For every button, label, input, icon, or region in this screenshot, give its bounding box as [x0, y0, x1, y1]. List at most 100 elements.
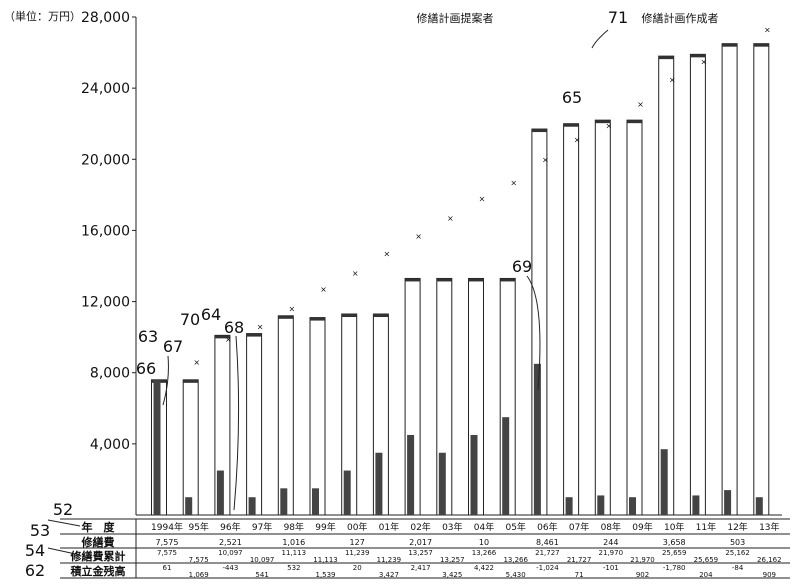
- table-year-cell: 02年: [410, 521, 430, 533]
- bar-repair: [692, 495, 700, 515]
- y-tick-label: 12,000: [81, 295, 130, 311]
- table-cumulative-cell: 21,970: [630, 556, 655, 564]
- bar-top-cap: [627, 120, 642, 124]
- cumulative-marker: ×: [605, 121, 612, 130]
- table-balance-cell: 1,069: [189, 571, 209, 579]
- bar-top-cap: [563, 123, 579, 127]
- table-balance-cell: 3,425: [442, 571, 462, 579]
- table-year-cell: 03年: [442, 521, 462, 533]
- table-balance-cell: -101: [603, 564, 619, 572]
- table-balance-cell: -1,024: [536, 564, 559, 572]
- table-repair-cost-cell: 1,016: [282, 538, 305, 547]
- y-tick-label: 16,000: [81, 223, 130, 239]
- table-repair-cost-cell: 503: [730, 538, 745, 547]
- bar-repair: [216, 470, 224, 515]
- bar-repair: [312, 488, 319, 515]
- table-cumulative-cell: 25,659: [662, 549, 687, 557]
- table-year-cell: 04年: [474, 521, 494, 533]
- table-balance-cell: 20: [353, 564, 362, 572]
- table-cumulative-cell: 13,266: [472, 549, 497, 557]
- bar-top-cap: [753, 43, 769, 47]
- bar-top-cap: [246, 333, 262, 337]
- table-cumulative-cell: 7,575: [189, 556, 209, 564]
- table-cumulative-cell: 26,162: [757, 556, 782, 564]
- cumulative-marker: ×: [288, 305, 295, 314]
- leader-54: [47, 547, 81, 556]
- cumulative-marker: ×: [542, 155, 549, 164]
- bar-top-cap: [595, 120, 611, 124]
- table-cumulative-cell: 11,239: [377, 556, 402, 564]
- cumulative-marker: ×: [384, 250, 391, 259]
- table-cumulative-cell: 11,239: [345, 549, 370, 557]
- table-balance-cell: -84: [732, 564, 744, 572]
- callout-53: 53: [30, 521, 50, 540]
- leader-68: [233, 335, 240, 511]
- bar-total: [689, 53, 706, 516]
- bar-repair: [470, 434, 478, 515]
- table-year-cell: 08年: [601, 521, 621, 533]
- y-tick-label: 4,000: [90, 437, 130, 453]
- table-row-label: 年 度: [82, 520, 116, 534]
- table-year-cell: 1994年: [151, 521, 183, 533]
- bar-repair: [724, 490, 732, 515]
- callout-63: 63: [138, 327, 158, 346]
- table-repair-cost-cell: 2,521: [219, 538, 242, 547]
- bar-total: [309, 317, 326, 516]
- cumulative-marker: ×: [320, 285, 327, 294]
- bar-top-cap: [214, 335, 230, 339]
- table-balance-cell: 909: [763, 571, 776, 579]
- table-balance-cell: 532: [287, 564, 300, 572]
- table-cumulative-cell: 21,727: [535, 549, 560, 557]
- table-cumulative-cell: 13,266: [503, 556, 528, 564]
- table-cumulative-cell: 11,113: [282, 549, 307, 557]
- table-row-label: 修繕費: [81, 535, 115, 549]
- table-repair-cost-cell: 8,461: [536, 538, 559, 547]
- table-repair-cost-cell: 2,017: [409, 538, 432, 547]
- bar-repair: [502, 417, 510, 515]
- callout-70: 70: [180, 310, 200, 329]
- y-tick-label: 8,000: [90, 366, 130, 382]
- bar-top-cap: [405, 278, 421, 282]
- table-year-cell: 07年: [569, 521, 589, 533]
- y-tick-label: 28,000: [81, 10, 130, 26]
- bar-repair: [407, 434, 415, 515]
- bar-top-cap: [690, 54, 706, 58]
- bar-total: [277, 315, 294, 516]
- bar-top-cap: [341, 314, 357, 318]
- cumulative-marker: ×: [669, 75, 676, 84]
- table-balance-cell: 71: [575, 571, 584, 579]
- table-balance-cell: 1,539: [315, 571, 335, 579]
- callout-69: 69: [512, 257, 532, 276]
- callout-65: 65: [562, 88, 582, 107]
- bar-top-cap: [468, 278, 484, 282]
- table-cumulative-cell: 13,257: [408, 549, 433, 557]
- table-balance-cell: 204: [699, 571, 713, 579]
- table-cumulative-cell: 7,575: [157, 549, 177, 557]
- table-cumulative-cell: 21,970: [599, 549, 624, 557]
- table-cumulative-cell: 11,113: [313, 556, 338, 564]
- bar-repair: [629, 497, 636, 515]
- bar-total: [182, 379, 199, 516]
- bar-repair: [597, 495, 605, 515]
- table-balance-cell: 4,422: [474, 564, 494, 572]
- callout-64: 64: [201, 305, 221, 324]
- unit-label: （単位：万円）: [4, 10, 81, 23]
- y-tick-label: 20,000: [81, 152, 130, 168]
- table-cumulative-cell: 10,097: [218, 549, 243, 557]
- bar-total: [563, 123, 580, 516]
- table-repair-cost-cell: 7,575: [156, 538, 179, 547]
- table-cumulative-cell: 10,097: [250, 556, 275, 564]
- table-year-cell: 13年: [759, 521, 779, 533]
- bar-repair: [185, 497, 193, 515]
- table-year-cell: 99年: [315, 521, 335, 533]
- table-year-cell: 05年: [505, 521, 525, 533]
- bar-top-cap: [183, 379, 199, 383]
- table-cumulative-cell: 25,659: [694, 556, 719, 564]
- bar-total: [594, 119, 611, 516]
- y-tick-label: 24,000: [81, 81, 130, 97]
- table-year-cell: 96年: [220, 521, 240, 533]
- callout-66: 66: [136, 359, 156, 378]
- cumulative-marker: ×: [574, 136, 581, 145]
- bar-total: [626, 119, 643, 516]
